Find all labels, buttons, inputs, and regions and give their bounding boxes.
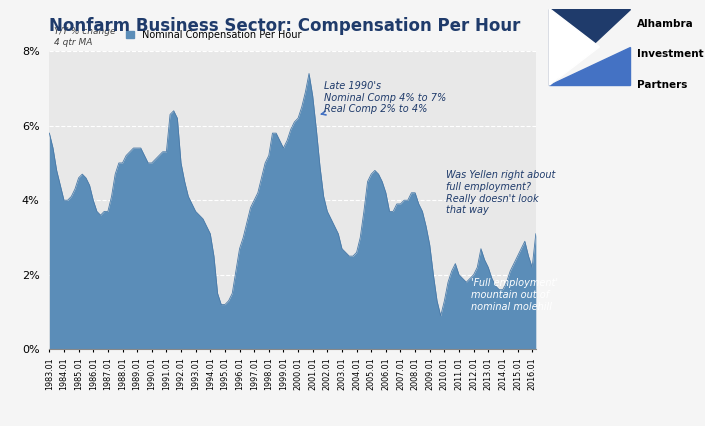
Text: Nonfarm Business Sector: Compensation Per Hour: Nonfarm Business Sector: Compensation Pe… — [49, 17, 521, 35]
Text: Late 1990's
Nominal Comp 4% to 7%
Real Comp 2% to 4%: Late 1990's Nominal Comp 4% to 7% Real C… — [321, 81, 447, 115]
Text: 'Full employment'
mountain out of
nominal molehill: 'Full employment' mountain out of nomina… — [471, 279, 558, 312]
Polygon shape — [549, 9, 599, 85]
Text: Alhambra: Alhambra — [637, 19, 694, 29]
Text: Y/Y % change
4 qtr MA: Y/Y % change 4 qtr MA — [54, 27, 116, 47]
Polygon shape — [549, 47, 630, 85]
Text: Partners: Partners — [637, 80, 687, 90]
Text: Investment: Investment — [637, 49, 704, 59]
Polygon shape — [549, 9, 630, 85]
Legend: Nominal Compensation Per Hour: Nominal Compensation Per Hour — [122, 26, 305, 44]
Text: Was Yellen right about
full employment?
Really doesn't look
that way: Was Yellen right about full employment? … — [446, 170, 556, 215]
